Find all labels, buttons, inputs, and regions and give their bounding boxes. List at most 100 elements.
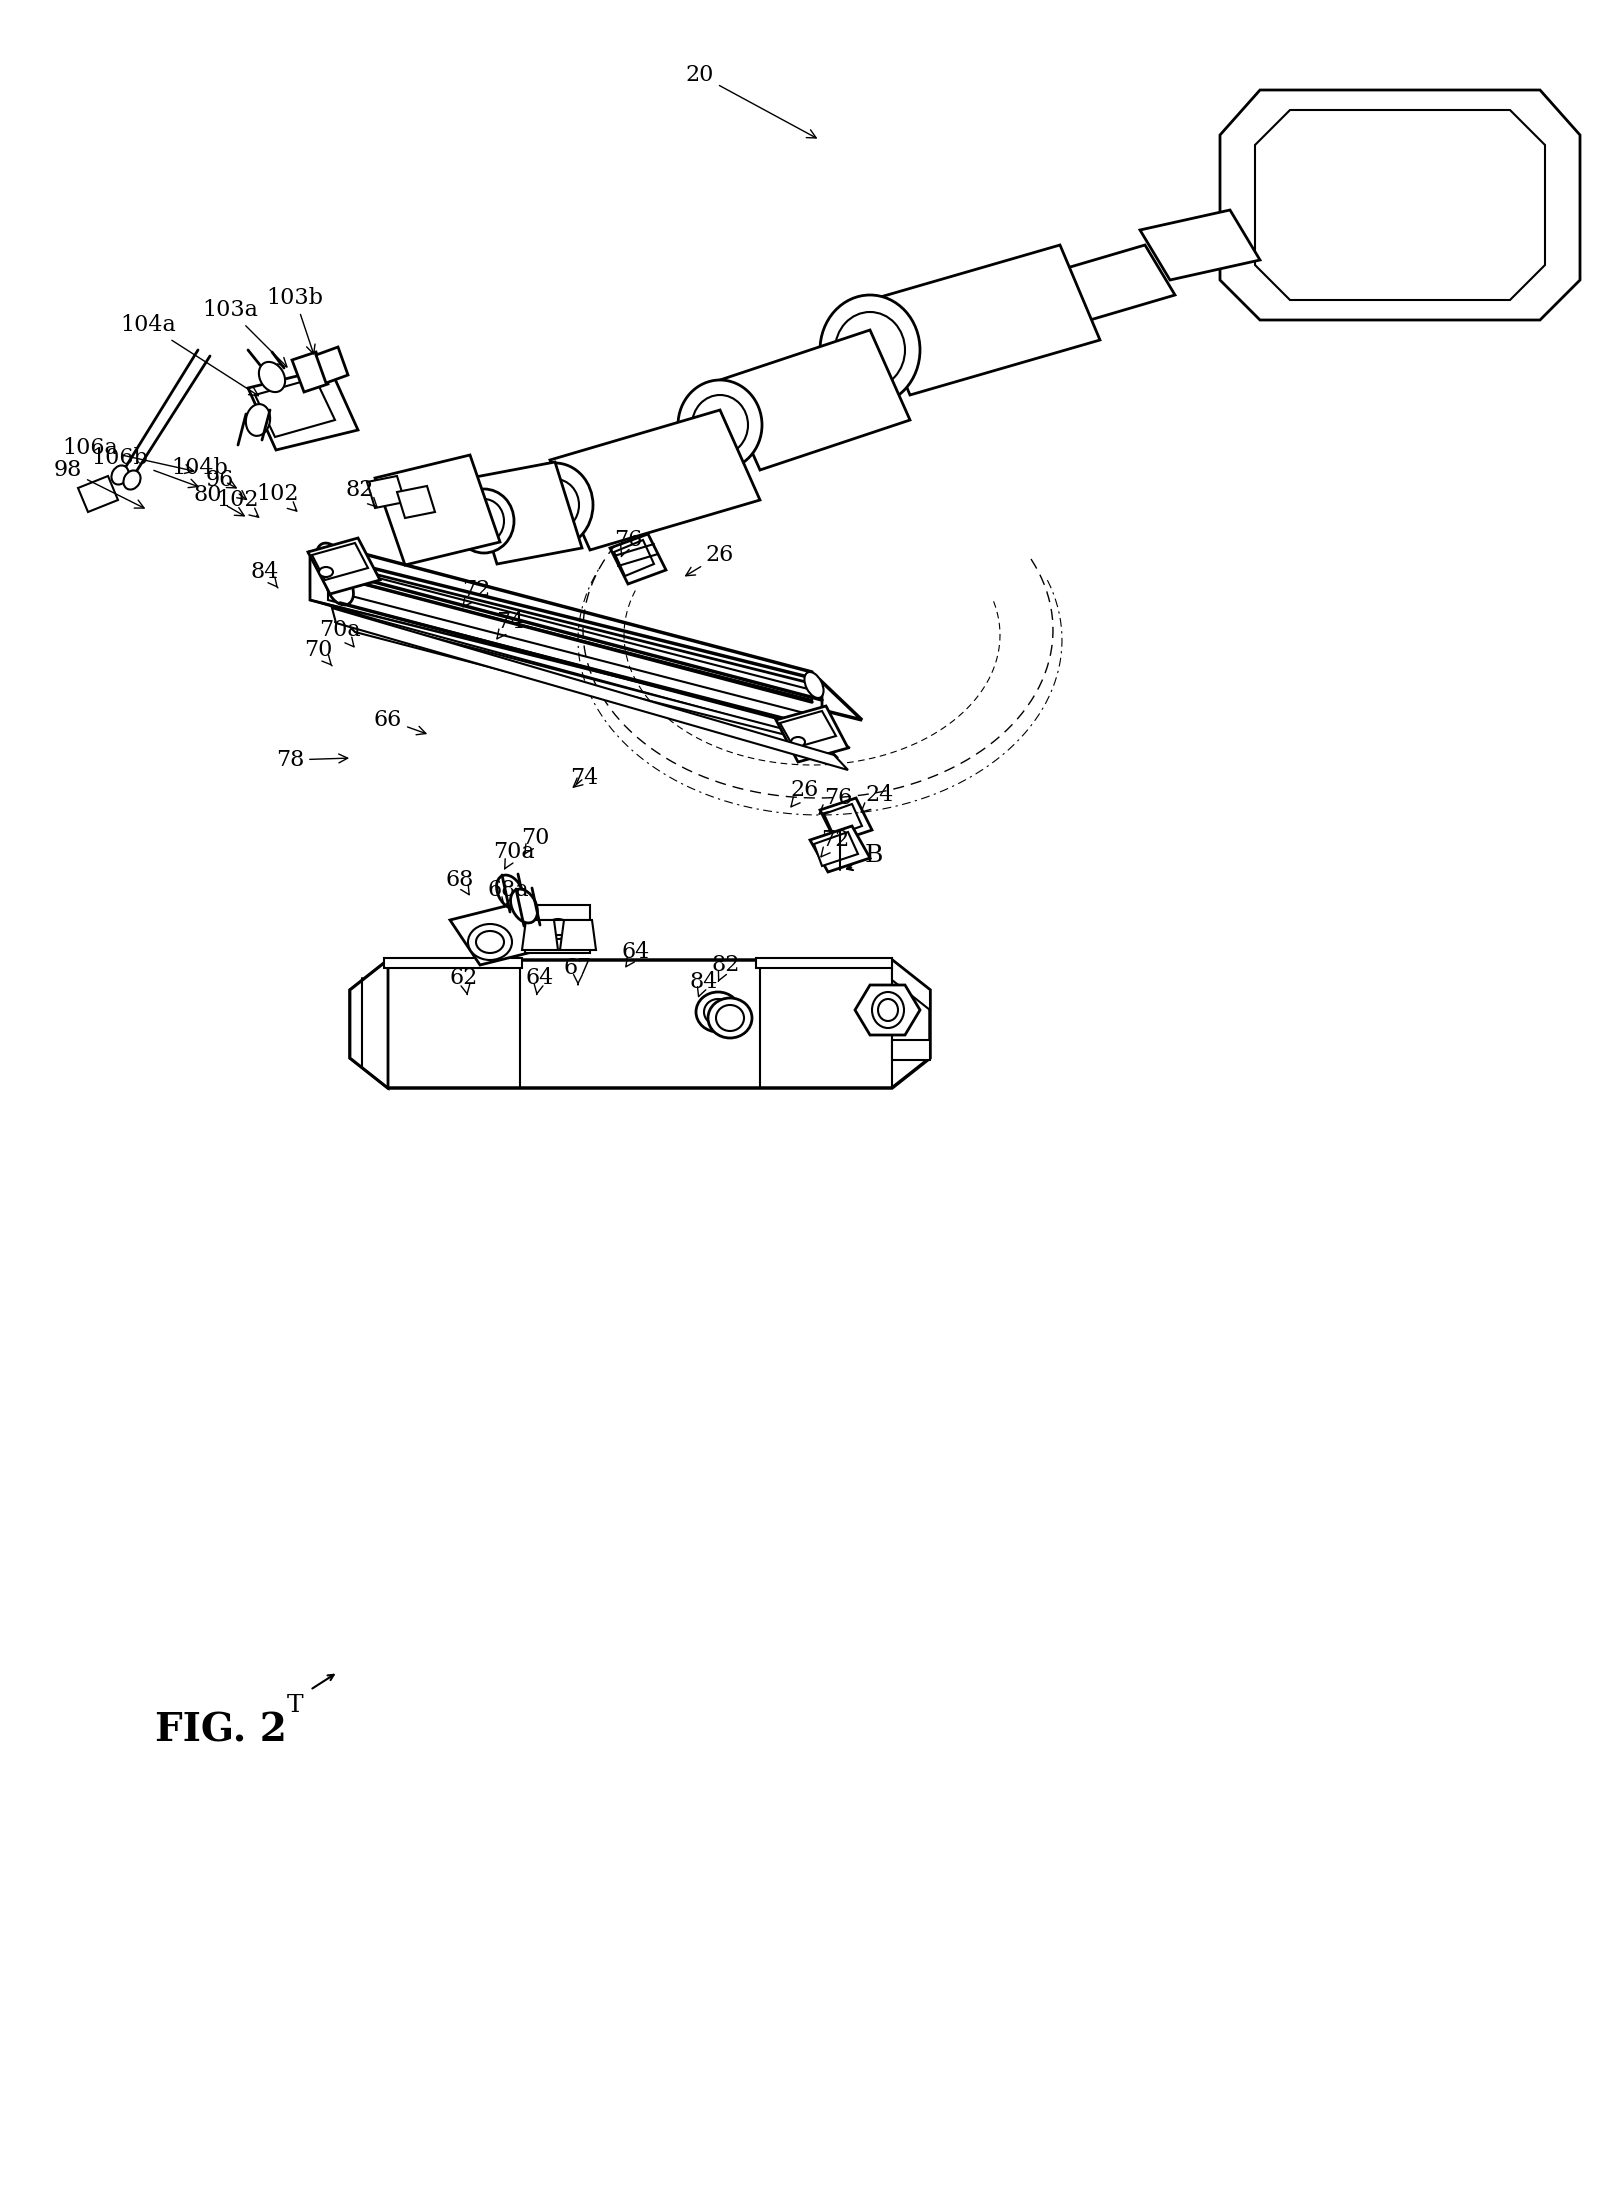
Text: 26: 26 xyxy=(791,779,820,807)
Text: 103b: 103b xyxy=(267,287,323,354)
Polygon shape xyxy=(810,827,870,873)
Text: 66: 66 xyxy=(374,709,425,735)
Polygon shape xyxy=(307,551,862,720)
Polygon shape xyxy=(349,961,930,1087)
Text: 70: 70 xyxy=(304,639,331,665)
Text: 98: 98 xyxy=(53,459,144,508)
Polygon shape xyxy=(383,958,522,967)
Text: 82: 82 xyxy=(346,479,377,508)
Text: 106a: 106a xyxy=(61,438,194,473)
Text: 102: 102 xyxy=(257,484,299,512)
Polygon shape xyxy=(757,958,893,967)
Polygon shape xyxy=(471,462,582,565)
Ellipse shape xyxy=(708,998,752,1037)
Polygon shape xyxy=(610,534,666,584)
Text: 106b: 106b xyxy=(92,446,197,488)
Text: 102: 102 xyxy=(217,488,259,516)
Ellipse shape xyxy=(467,923,513,961)
Ellipse shape xyxy=(820,295,920,405)
Text: 96: 96 xyxy=(205,468,246,499)
Polygon shape xyxy=(312,543,369,580)
Polygon shape xyxy=(870,245,1100,396)
Ellipse shape xyxy=(327,571,354,604)
Text: 24: 24 xyxy=(862,783,894,812)
Text: 70: 70 xyxy=(521,827,550,853)
Ellipse shape xyxy=(123,470,141,490)
Ellipse shape xyxy=(511,888,537,923)
Text: B: B xyxy=(865,845,883,866)
Text: 68: 68 xyxy=(446,869,474,895)
Text: 64: 64 xyxy=(526,967,555,996)
Polygon shape xyxy=(820,799,872,842)
Text: 64: 64 xyxy=(623,941,650,967)
Text: 67: 67 xyxy=(564,956,592,985)
Text: 62: 62 xyxy=(450,967,479,996)
Polygon shape xyxy=(315,348,348,383)
Polygon shape xyxy=(293,352,328,392)
Text: 74: 74 xyxy=(496,610,524,639)
Text: 82: 82 xyxy=(711,954,741,982)
Text: T: T xyxy=(286,1694,304,1718)
Polygon shape xyxy=(450,899,559,965)
Text: 68a: 68a xyxy=(487,880,529,906)
Text: 76: 76 xyxy=(820,788,852,814)
Polygon shape xyxy=(1255,109,1544,300)
Text: 84: 84 xyxy=(251,560,280,589)
Polygon shape xyxy=(78,477,118,512)
Polygon shape xyxy=(893,1039,930,1059)
Polygon shape xyxy=(331,608,847,770)
Ellipse shape xyxy=(678,381,762,470)
Text: 74: 74 xyxy=(569,768,598,790)
Ellipse shape xyxy=(246,405,270,435)
Ellipse shape xyxy=(259,361,285,392)
Polygon shape xyxy=(310,600,851,748)
Text: 76: 76 xyxy=(614,529,642,556)
Polygon shape xyxy=(328,565,812,700)
Text: 72: 72 xyxy=(821,829,849,858)
Polygon shape xyxy=(1061,245,1176,319)
Ellipse shape xyxy=(791,737,805,746)
Ellipse shape xyxy=(804,672,823,698)
Polygon shape xyxy=(614,540,653,575)
Text: FIG. 2: FIG. 2 xyxy=(155,1711,286,1748)
Polygon shape xyxy=(398,486,435,519)
Text: 104b: 104b xyxy=(171,457,236,488)
Ellipse shape xyxy=(317,543,343,578)
Ellipse shape xyxy=(496,875,524,908)
Polygon shape xyxy=(375,455,500,565)
Polygon shape xyxy=(255,379,335,438)
Text: 26: 26 xyxy=(686,545,734,575)
Polygon shape xyxy=(307,538,380,593)
Polygon shape xyxy=(779,711,836,748)
Ellipse shape xyxy=(454,488,514,554)
Polygon shape xyxy=(310,558,821,729)
Polygon shape xyxy=(550,409,760,549)
Polygon shape xyxy=(247,368,357,451)
Ellipse shape xyxy=(319,567,333,578)
Polygon shape xyxy=(522,919,558,950)
Polygon shape xyxy=(335,613,838,757)
Polygon shape xyxy=(559,919,597,950)
Polygon shape xyxy=(328,591,812,724)
Polygon shape xyxy=(720,330,910,470)
Text: 20: 20 xyxy=(686,63,817,138)
Text: 104a: 104a xyxy=(120,315,259,396)
Ellipse shape xyxy=(320,547,340,573)
Polygon shape xyxy=(349,961,388,1087)
Text: 80: 80 xyxy=(194,484,244,516)
Text: 70a: 70a xyxy=(493,840,535,869)
Text: 72: 72 xyxy=(462,580,490,606)
Polygon shape xyxy=(893,961,930,1011)
Polygon shape xyxy=(367,477,404,508)
Ellipse shape xyxy=(112,466,128,484)
Polygon shape xyxy=(855,985,920,1035)
Polygon shape xyxy=(825,803,862,836)
Polygon shape xyxy=(1140,210,1260,280)
Polygon shape xyxy=(813,831,859,866)
Bar xyxy=(526,906,590,954)
Ellipse shape xyxy=(872,991,904,1028)
Ellipse shape xyxy=(517,464,593,547)
Ellipse shape xyxy=(695,991,741,1033)
Polygon shape xyxy=(1219,90,1580,319)
Text: 103a: 103a xyxy=(202,300,286,368)
